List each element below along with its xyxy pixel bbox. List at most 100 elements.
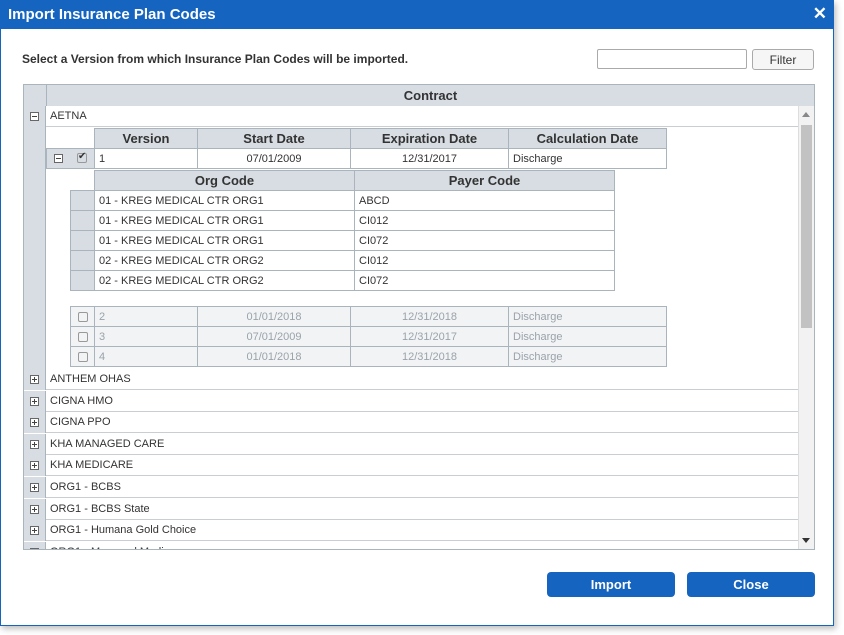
version-row-controls [70,326,95,347]
version-checkbox[interactable] [77,351,88,362]
code-row-gutter [70,210,95,231]
version-header-row: Version Start Date Expiration Date Calcu… [46,128,667,149]
header-spacer [70,170,95,191]
row-gutter-extension [24,127,46,369]
expand-icon[interactable] [30,396,39,406]
contract-row[interactable]: CIGNA PPO [24,412,798,434]
contract-name: CIGNA HMO [50,394,113,407]
expiration-date-cell: 12/31/2017 [350,326,509,347]
start-date-cell: 07/01/2009 [197,148,351,169]
expand-icon[interactable] [30,418,39,428]
code-row: 01 - KREG MEDICAL CTR ORG1 CI012 [70,210,615,231]
expand-icon[interactable] [30,439,39,449]
scroll-down-icon[interactable] [802,538,810,543]
row-gutter [24,390,46,412]
collapse-icon[interactable] [54,154,63,163]
codes-header-row: Org Code Payer Code [70,170,615,191]
contract-row[interactable]: ANTHEM OHAS [24,369,798,390]
scroll-up-icon[interactable] [802,112,810,117]
contract-row[interactable]: ORG1 - BCBS [24,477,798,498]
expand-icon[interactable] [30,547,39,549]
version-column-header: Version [94,128,198,149]
import-button[interactable]: Import [547,572,675,597]
calculation-date-cell: Discharge [508,306,667,327]
grid-body: AETNA Version Start Date Expiration Date… [24,106,798,549]
expand-icon[interactable] [30,504,39,514]
vertical-scrollbar[interactable] [798,106,814,549]
contract-row[interactable]: KHA MEDICARE [24,455,798,477]
version-row-controls [70,306,95,327]
payer-code-cell: ABCD [354,190,615,211]
row-gutter [24,520,46,542]
collapse-icon[interactable] [30,112,39,121]
row-gutter [24,498,46,520]
codes-table: Org Code Payer Code 01 - KREG MEDICAL CT… [70,170,615,291]
code-row-gutter [70,270,95,291]
row-gutter [24,412,46,434]
row-gutter [24,455,46,477]
instruction-text: Select a Version from which Insurance Pl… [22,52,409,66]
contract-name: ORG1 - BCBS [50,481,121,493]
contract-name: KHA MEDICARE [50,459,134,472]
version-table: Version Start Date Expiration Date Calcu… [46,128,667,169]
row-gutter [24,369,46,390]
version-checkbox[interactable] [77,151,87,163]
contract-row[interactable]: ORG1 - BCBS State [24,498,798,520]
header-spacer [46,128,95,149]
expiration-date-cell: 12/31/2017 [350,148,509,169]
org-code-cell: 01 - KREG MEDICAL CTR ORG1 [94,230,355,251]
row-gutter [24,106,46,127]
calculation-date-cell: Discharge [508,148,667,169]
code-row: 01 - KREG MEDICAL CTR ORG1 ABCD [70,190,615,211]
payer-code-cell: CI072 [354,270,615,291]
expand-icon[interactable] [30,461,39,471]
contract-name: AETNA [50,110,87,122]
contract-name: ORG1 - Humana Gold Choice [50,524,197,537]
calculation-date-cell: Discharge [508,326,667,347]
version-checkbox[interactable] [77,331,88,342]
close-icon[interactable]: ✕ [812,4,827,23]
calculation-date-column-header: Calculation Date [508,128,667,149]
row-gutter [24,541,46,549]
calculation-date-cell: Discharge [508,346,667,367]
expand-icon[interactable] [30,483,39,492]
code-row: 02 - KREG MEDICAL CTR ORG2 CI072 [70,270,615,291]
grid-header: Contract [24,85,814,106]
contract-row[interactable]: ORG1 - Managed Medicare [24,541,798,549]
version-row[interactable]: 2 01/01/2018 12/31/2018 Discharge [70,306,667,327]
contract-row[interactable]: CIGNA HMO [24,390,798,412]
code-row: 01 - KREG MEDICAL CTR ORG1 CI072 [70,230,615,251]
version-row-expanded[interactable]: 1 07/01/2009 12/31/2017 Discharge [46,148,667,169]
version-row-controls [70,346,95,367]
other-versions-table: 2 01/01/2018 12/31/2018 Discharge 3 07/01/200… [70,306,667,367]
grid-header-gutter [24,85,47,106]
start-date-cell: 01/01/2018 [197,346,351,367]
close-button[interactable]: Close [687,572,815,597]
filter-input[interactable] [597,49,747,69]
filter-button[interactable]: Filter [752,49,814,70]
version-cell: 2 [94,306,198,327]
contract-name: KHA MANAGED CARE [50,437,165,450]
expand-icon[interactable] [30,526,39,536]
version-row-controls [46,148,95,169]
expand-icon[interactable] [30,375,39,384]
contract-column-header: Contract [403,88,458,103]
payer-code-cell: CI012 [354,210,615,231]
scroll-thumb[interactable] [801,125,812,328]
contract-row-aetna[interactable]: AETNA [24,106,798,127]
version-row[interactable]: 4 01/01/2018 12/31/2018 Discharge [70,346,667,367]
code-row: 02 - KREG MEDICAL CTR ORG2 CI012 [70,250,615,271]
contract-name: ORG1 - Managed Medicare [50,542,185,549]
version-cell: 3 [94,326,198,347]
payer-code-cell: CI012 [354,250,615,271]
dialog-titlebar: Import Insurance Plan Codes ✕ [1,1,833,29]
version-row[interactable]: 3 07/01/2009 12/31/2017 Discharge [70,326,667,347]
start-date-cell: 07/01/2009 [197,326,351,347]
contract-row[interactable]: ORG1 - Humana Gold Choice [24,520,798,542]
org-code-cell: 01 - KREG MEDICAL CTR ORG1 [94,210,355,231]
org-code-cell: 02 - KREG MEDICAL CTR ORG2 [94,270,355,291]
dialog-title: Import Insurance Plan Codes [8,6,216,23]
version-checkbox[interactable] [77,311,88,322]
code-row-gutter [70,250,95,271]
contract-row[interactable]: KHA MANAGED CARE [24,433,798,455]
